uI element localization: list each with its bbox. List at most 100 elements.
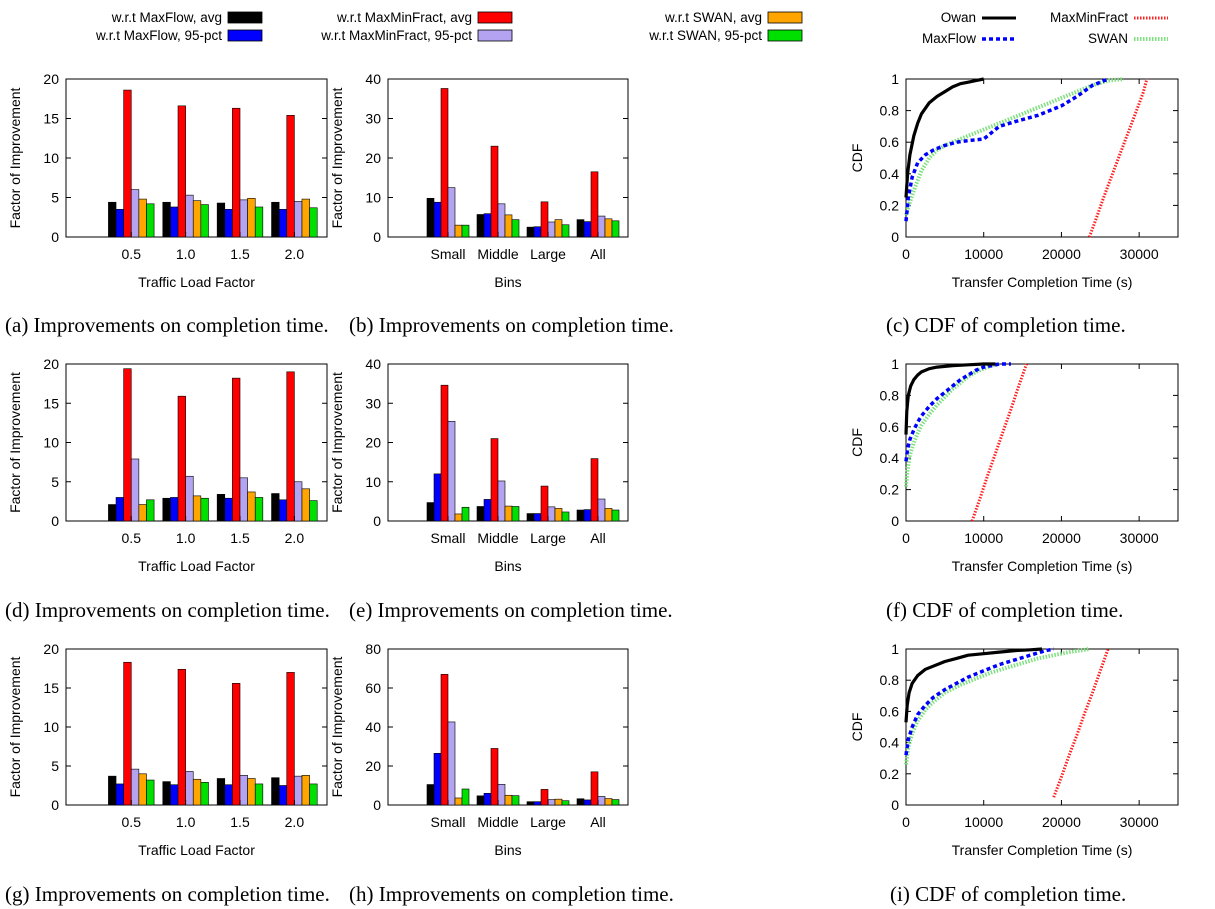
bar	[433, 753, 442, 806]
bar	[224, 209, 233, 238]
legend-entry-swan: SWAN	[1088, 31, 1168, 46]
x-tick-label: 20000	[1042, 814, 1081, 830]
bar	[611, 220, 620, 238]
x-tick-label: 0	[902, 530, 910, 546]
bar	[286, 672, 295, 806]
plot-frame	[905, 648, 1179, 806]
bar	[177, 105, 186, 238]
y-tick-label: 0.2	[880, 482, 900, 498]
bar	[309, 500, 318, 522]
y-tick-label: 20	[365, 435, 381, 451]
bar	[533, 513, 542, 522]
chart-a: 0 5 10 15 20 Factor of Improvement Traffic Loa…	[7, 71, 328, 290]
bar	[611, 799, 620, 806]
legend-entry-maxflow-avg: w.r.t MaxFlow, avg	[111, 10, 263, 25]
x-tick-label: 2.0	[285, 530, 305, 546]
bar	[177, 395, 186, 522]
bar	[162, 201, 171, 238]
x-tick-label: 20000	[1042, 246, 1081, 262]
bar	[447, 421, 456, 522]
bar	[239, 477, 248, 522]
legend-label: MaxMinFract	[1050, 10, 1128, 25]
x-tick-label: 10000	[964, 530, 1003, 546]
chart-b: 0 10 20 30 40 Factor of Improvement Bins Small M…	[329, 71, 629, 290]
y-tick-label: 0.6	[880, 419, 900, 435]
y-tick-label: 40	[365, 356, 381, 372]
bar	[533, 226, 542, 238]
y-tick-label: 0	[51, 513, 59, 529]
x-tick-label: All	[590, 814, 606, 830]
bar	[185, 194, 194, 238]
bar	[554, 219, 563, 238]
x-tick-label: 30000	[1120, 814, 1159, 830]
y-tick-label: 0.8	[880, 387, 900, 403]
bar	[108, 504, 117, 522]
bar	[490, 438, 499, 522]
bar	[247, 778, 256, 806]
x-tick-label: 0.5	[122, 814, 142, 830]
x-tick-label: Large	[530, 530, 566, 546]
bar	[547, 506, 556, 522]
x-tick-label: 0.5	[122, 530, 142, 546]
y-tick-label: 20	[43, 641, 59, 657]
bar	[123, 368, 132, 522]
bar	[162, 781, 171, 806]
y-tick-label: 0	[891, 797, 899, 813]
x-tick-label: 2.0	[285, 814, 305, 830]
x-tick-label: 10000	[964, 814, 1003, 830]
bar	[426, 784, 435, 806]
y-tick-label: 30	[365, 395, 381, 411]
x-tick-label: 1.5	[230, 814, 250, 830]
bar	[123, 89, 132, 238]
legend-label: SWAN	[1088, 31, 1128, 46]
x-tick-label: 1.0	[176, 246, 196, 262]
bar	[123, 661, 132, 806]
x-tick-label: 1.0	[176, 530, 196, 546]
x-tick-label: 30000	[1120, 246, 1159, 262]
cdf-line-maxminfract	[1052, 648, 1110, 798]
x-axis-title: Bins	[494, 558, 521, 574]
chart-f: 0 0.2 0.4 0.6 0.8 1 CDF Transfer Completion Tim…	[849, 356, 1179, 574]
legend-swatch	[227, 29, 263, 42]
bar	[146, 499, 155, 522]
x-tick-label: 20000	[1042, 530, 1081, 546]
y-tick-label: 0	[51, 229, 59, 245]
x-tick-label: Small	[430, 530, 465, 546]
bar	[294, 775, 303, 806]
y-tick-label: 0	[373, 513, 381, 529]
caption-f: (f) CDF of completion time.	[886, 598, 1123, 622]
bar	[247, 197, 256, 238]
bar	[576, 509, 585, 522]
bar	[447, 187, 456, 238]
y-tick-label: 20	[365, 758, 381, 774]
y-tick-label: 10	[43, 150, 59, 166]
bar	[185, 475, 194, 522]
bar	[301, 198, 310, 238]
bar	[597, 498, 606, 522]
bar	[590, 458, 599, 522]
cdf-line-maxminfract	[1087, 78, 1149, 238]
bar	[224, 784, 233, 806]
y-tick-label: 20	[43, 71, 59, 87]
legend-label: MaxFlow	[922, 31, 976, 46]
y-axis-title: CDF	[849, 713, 865, 742]
x-axis-title: Transfer Completion Time (s)	[952, 558, 1133, 574]
bar	[278, 209, 288, 238]
plot-frame	[905, 363, 1179, 522]
bar	[476, 506, 485, 522]
chart-h: 0 20 40 60 80 Factor of Improvement Bins Small M…	[329, 641, 629, 858]
x-tick-label: Large	[530, 246, 566, 262]
bar	[232, 377, 241, 522]
y-tick-label: 60	[365, 680, 381, 696]
bar	[254, 783, 264, 806]
bar	[130, 768, 140, 806]
bar	[170, 206, 179, 238]
bar	[185, 771, 194, 806]
y-axis-title: Factor of Improvement	[7, 372, 23, 513]
bar	[309, 783, 318, 806]
legend-entry-maxminfract-95pct: w.r.t MaxMinFract, 95-pct	[320, 28, 513, 43]
bar	[483, 792, 492, 806]
bar	[483, 499, 492, 522]
cdf-line-owan	[904, 647, 1043, 723]
bar	[461, 224, 470, 238]
